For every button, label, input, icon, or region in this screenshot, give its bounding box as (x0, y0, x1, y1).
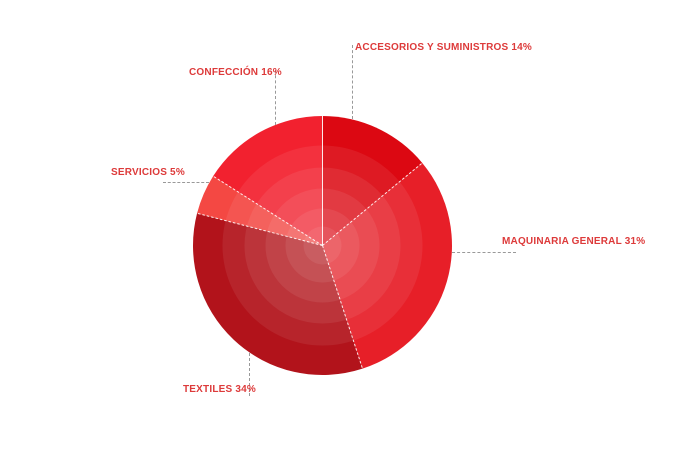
slice-separator-line (322, 245, 363, 369)
slice-label-accesorios: ACCESORIOS Y SUMINISTROS 14% (355, 42, 532, 53)
slice-label-confeccion: CONFECCIÓN 16% (189, 67, 282, 78)
slice-label-maquinaria: MAQUINARIA GENERAL 31% (502, 236, 646, 247)
pie-slice-accesorios-y-suministros (322, 116, 423, 246)
leader-line-textiles (249, 353, 250, 396)
leader-line-confeccion (275, 70, 276, 125)
slice-label-textiles: TEXTILES 34% (183, 384, 256, 395)
pie-slice-maquinaria-general (322, 162, 452, 369)
slice-label-servicios: SERVICIOS 5% (111, 167, 185, 178)
pie-slice-servicios (197, 176, 323, 246)
pie-slice-textiles (193, 213, 363, 375)
slice-separator-line (322, 162, 423, 246)
leader-line-maquinaria (452, 252, 516, 253)
leader-line-servicios (163, 182, 209, 183)
pie-slice-confecci-n (213, 116, 323, 246)
leader-line-accesorios (352, 45, 353, 119)
slice-separator-line (196, 212, 323, 246)
slice-separator-line (212, 175, 323, 246)
